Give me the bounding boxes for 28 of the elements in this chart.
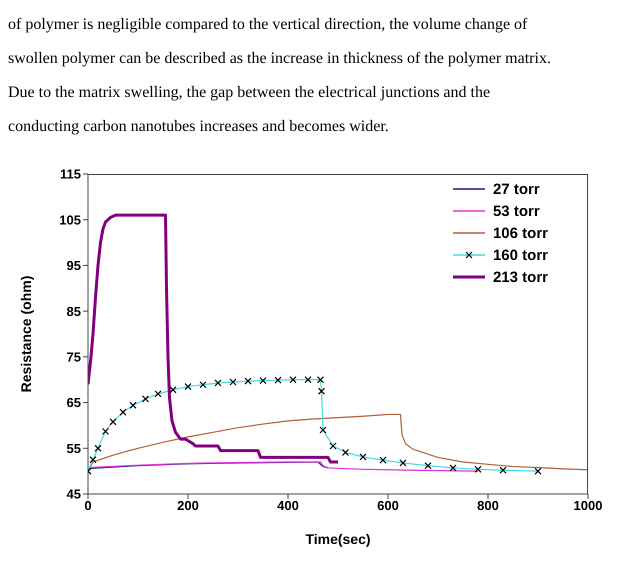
text: conducting carbon nanotubes increases and becomes wider. bbox=[8, 117, 390, 137]
text: swollen polymer can be described as the increase in thickness of the polymer matrix. bbox=[8, 49, 552, 69]
x-tick-label: 1000 bbox=[574, 498, 602, 514]
x-tick-label: 200 bbox=[177, 498, 199, 514]
y-tick-label: 95 bbox=[66, 258, 81, 274]
y-tick-label: 115 bbox=[60, 166, 81, 182]
y-tick-label: 75 bbox=[66, 349, 81, 364]
x-tick-label: 600 bbox=[377, 498, 399, 514]
legend-label: 213 torr bbox=[492, 268, 548, 286]
line-series bbox=[88, 214, 340, 464]
legend-label: 27 torr bbox=[492, 180, 540, 198]
y-tick-label: 105 bbox=[59, 212, 81, 228]
y-tick-label: 55 bbox=[66, 440, 81, 456]
y-axis-title: Resistance (ohm) bbox=[18, 276, 34, 392]
x-tick-label: 0 bbox=[84, 498, 92, 514]
legend-label: 160 torr bbox=[492, 246, 548, 264]
line-series bbox=[88, 461, 479, 472]
x-tick-label: 400 bbox=[277, 498, 299, 514]
y-tick-label: 45 bbox=[66, 486, 81, 502]
text: of polymer is negligible compared to the vertical direction, the volume change of bbox=[8, 15, 528, 35]
y-tick-label: 85 bbox=[66, 304, 81, 319]
legend-label: 53 torr bbox=[492, 202, 540, 220]
x-axis-title: Time(sec) bbox=[305, 531, 371, 547]
legend-label: 106 torr bbox=[492, 224, 548, 242]
text: Due to the matrix swelling, the gap between the electrical junctions and the bbox=[8, 83, 492, 103]
line-series bbox=[88, 414, 588, 472]
y-tick-label: 65 bbox=[66, 395, 81, 410]
x-tick-label: 800 bbox=[477, 498, 499, 514]
